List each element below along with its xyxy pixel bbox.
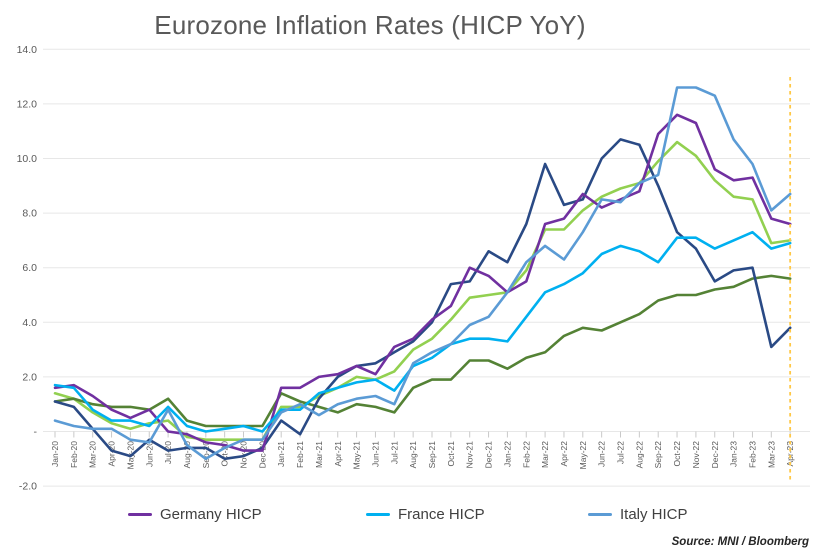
x-axis-label: Mar-21 — [314, 441, 324, 468]
series-line-unlabeled-dark-green — [53, 274, 792, 428]
germany-line-swatch-icon — [128, 512, 152, 517]
legend-item-germany: Germany HICP — [128, 506, 262, 523]
x-axis-label: Apr-20 — [107, 441, 117, 467]
x-axis-label: Oct-20 — [220, 441, 230, 467]
y-axis-label: -2.0 — [19, 481, 37, 493]
chart-title: Eurozone Inflation Rates (HICP YoY) — [154, 10, 586, 40]
x-axis-label: Apr-22 — [559, 441, 569, 467]
x-axis-label: Apr-23 — [785, 441, 795, 467]
x-axis-label: Nov-20 — [239, 441, 249, 469]
x-axis-label: Jan-23 — [729, 441, 739, 467]
series-line-unlabeled-navy — [53, 138, 792, 461]
legend-item-france: France HICP — [366, 506, 485, 523]
x-axis-label: Nov-21 — [465, 441, 475, 469]
x-axis-label: Jan-22 — [502, 441, 512, 467]
x-axis-label: Jan-21 — [276, 441, 286, 467]
x-axis-label: Jun-20 — [144, 441, 154, 467]
x-axis-label: Feb-22 — [521, 441, 531, 468]
y-axis-label: 6.0 — [22, 262, 37, 274]
y-axis-label: 2.0 — [22, 371, 37, 383]
x-axis-label: Aug-21 — [408, 441, 418, 469]
series-line-france-hicp — [53, 230, 792, 433]
x-axis-label: Sep-21 — [427, 441, 437, 469]
x-axis-label: Dec-20 — [257, 441, 267, 469]
x-axis-label: Sep-22 — [653, 441, 663, 469]
series-line-italy-hicp — [53, 86, 792, 461]
x-axis-label: Jul-21 — [389, 441, 399, 464]
y-axis-label: 14.0 — [17, 44, 38, 56]
x-axis-label: Mar-23 — [766, 441, 776, 468]
x-axis-label: Sep-20 — [201, 441, 211, 469]
legend-label-italy: Italy HICP — [620, 506, 688, 523]
x-axis-label: Jul-22 — [616, 441, 626, 464]
legend-label-france: France HICP — [398, 506, 485, 523]
x-axis-label: Feb-23 — [747, 441, 757, 468]
y-axis-label: 12.0 — [17, 98, 38, 110]
x-axis-label: Mar-20 — [88, 441, 98, 468]
x-axis-label: Mar-22 — [540, 441, 550, 468]
x-axis-label: Feb-21 — [295, 441, 305, 468]
x-axis-label: Dec-22 — [710, 441, 720, 469]
x-axis-label: Oct-21 — [446, 441, 456, 467]
y-axis-label: 8.0 — [22, 208, 37, 220]
france-line-swatch-icon — [366, 512, 390, 517]
x-axis-label: Jun-21 — [370, 441, 380, 467]
legend-item-italy: Italy HICP — [588, 506, 688, 523]
x-axis-label: Nov-22 — [691, 441, 701, 469]
series-line-unlabeled-light-green — [53, 140, 792, 442]
x-axis-label: Jul-20 — [163, 441, 173, 464]
x-axis-label: Oct-22 — [672, 441, 682, 467]
y-axis-label: 10.0 — [17, 153, 38, 165]
y-axis-label: 4.0 — [22, 317, 37, 329]
x-axis-label: Dec-21 — [484, 441, 494, 469]
x-axis-label: Jan-20 — [50, 441, 60, 467]
x-axis-label: Aug-20 — [182, 441, 192, 469]
italy-line-swatch-icon — [588, 512, 612, 517]
source-note: Source: MNI / Bloomberg — [671, 536, 809, 548]
y-axis-label: - — [34, 426, 38, 438]
x-axis-label: May-22 — [578, 441, 588, 470]
legend-label-germany: Germany HICP — [160, 506, 262, 523]
series-line-germany-hicp — [53, 113, 792, 452]
x-axis-label: May-21 — [352, 441, 362, 470]
x-axis-label: Apr-21 — [333, 441, 343, 467]
x-axis-label: Aug-22 — [634, 441, 644, 469]
x-axis-label: Feb-20 — [69, 441, 79, 468]
x-axis-label: Jun-22 — [597, 441, 607, 467]
chart-plot-area: 14.0 12.0 10.0 8.0 6.0 4.0 2.0 - -2.0 Jan-20 Feb-2… — [17, 44, 810, 493]
